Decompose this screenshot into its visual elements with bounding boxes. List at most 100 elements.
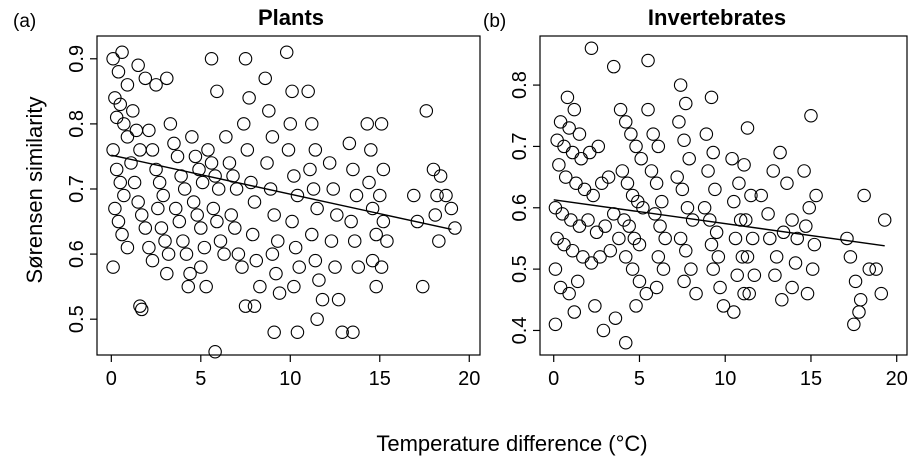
data-point: [267, 208, 281, 222]
axis-ticks-invertebrates: 0 5 10 15 20 0.4 0.5 0.6 0.7 0.8: [509, 71, 908, 390]
y-tick-label: 0.6: [66, 240, 88, 268]
data-point: [133, 299, 147, 313]
data-point: [785, 280, 799, 295]
data-point: [593, 250, 607, 264]
data-point: [572, 219, 587, 233]
data-point: [292, 260, 306, 274]
data-point: [805, 262, 820, 276]
data-point: [651, 139, 666, 154]
data-point: [780, 176, 794, 190]
data-point: [727, 305, 741, 319]
data-point: [154, 221, 169, 235]
data-point: [704, 237, 719, 252]
data-point: [265, 247, 280, 261]
data-point: [727, 194, 741, 209]
data-point: [410, 214, 425, 229]
data-point: [305, 227, 319, 242]
data-point: [699, 127, 714, 141]
data-point: [572, 127, 587, 141]
data-point: [677, 133, 691, 148]
data-point: [310, 201, 324, 216]
data-point: [204, 52, 219, 66]
y-tick-label: 0.4: [509, 317, 531, 345]
data-point: [632, 274, 647, 289]
data-point: [728, 231, 743, 246]
data-point: [206, 201, 221, 216]
data-point: [106, 260, 120, 274]
data-point: [240, 143, 255, 157]
data-point: [618, 335, 633, 350]
y-tick-label: 0.7: [509, 133, 531, 161]
data-point: [799, 219, 813, 233]
data-point: [238, 52, 253, 66]
data-point: [553, 280, 568, 295]
data-point: [219, 130, 233, 144]
data-point: [186, 195, 201, 209]
data-point: [347, 234, 362, 248]
data-point: [601, 170, 616, 184]
data-point: [709, 225, 724, 240]
data-point: [763, 231, 777, 246]
data-point: [648, 207, 662, 221]
data-point: [322, 156, 337, 170]
data-point: [415, 279, 430, 294]
data-point: [222, 156, 237, 170]
data-point: [632, 237, 647, 252]
data-point: [576, 250, 590, 264]
data-point: [160, 71, 174, 86]
data-point: [176, 234, 190, 248]
data-point: [706, 145, 720, 160]
data-point: [848, 274, 863, 289]
data-point: [279, 45, 294, 60]
trend-line-invertebrates: [553, 199, 885, 247]
data-point: [195, 175, 210, 190]
data-point: [584, 41, 599, 56]
data-point: [769, 250, 784, 264]
data-point: [679, 96, 693, 111]
data-point: [679, 243, 693, 258]
data-point: [364, 143, 378, 157]
data-point: [577, 182, 592, 197]
data-point: [290, 188, 305, 203]
data-point: [283, 117, 298, 131]
data-point: [235, 260, 249, 274]
data-point: [134, 302, 149, 317]
plot-frame-plants: [96, 35, 481, 356]
data-point: [407, 188, 421, 203]
panel-plants: (a) Plants 0 5 10 15 20 0.5 0.6 0.7 0.8 0.9: [13, 5, 481, 390]
data-point: [151, 201, 165, 216]
data-point: [287, 279, 301, 294]
data-point: [852, 305, 866, 319]
data-point: [310, 312, 324, 326]
data-point: [210, 84, 224, 99]
data-point: [131, 195, 145, 209]
data-point: [629, 299, 643, 313]
data-point: [800, 286, 815, 301]
data-point: [228, 221, 242, 235]
data-point: [224, 208, 238, 222]
data-point: [127, 175, 142, 190]
data-point: [301, 84, 315, 99]
data-point: [651, 250, 666, 264]
data-point: [562, 286, 576, 301]
data-point: [210, 214, 224, 229]
data-point: [869, 262, 883, 276]
y-tick-label: 0.7: [66, 175, 88, 203]
data-point: [281, 143, 296, 157]
data-point: [303, 162, 317, 177]
panel-tag-a: (a): [13, 11, 36, 32]
data-point: [204, 156, 219, 170]
data-point: [564, 213, 578, 227]
data-point: [790, 231, 804, 246]
x-tick-label: 15: [800, 368, 822, 390]
points-invertebrates: [548, 41, 892, 350]
data-point: [362, 175, 376, 190]
axis-ticks-plants: 0 5 10 15 20 0.5 0.6 0.7 0.8 0.9: [66, 45, 480, 390]
data-point: [115, 227, 129, 242]
data-point: [565, 145, 580, 160]
data-point: [145, 143, 160, 157]
data-point: [701, 164, 715, 178]
data-point: [560, 90, 575, 105]
data-point: [111, 214, 126, 229]
panel-title-invertebrates: Invertebrates: [648, 5, 786, 30]
